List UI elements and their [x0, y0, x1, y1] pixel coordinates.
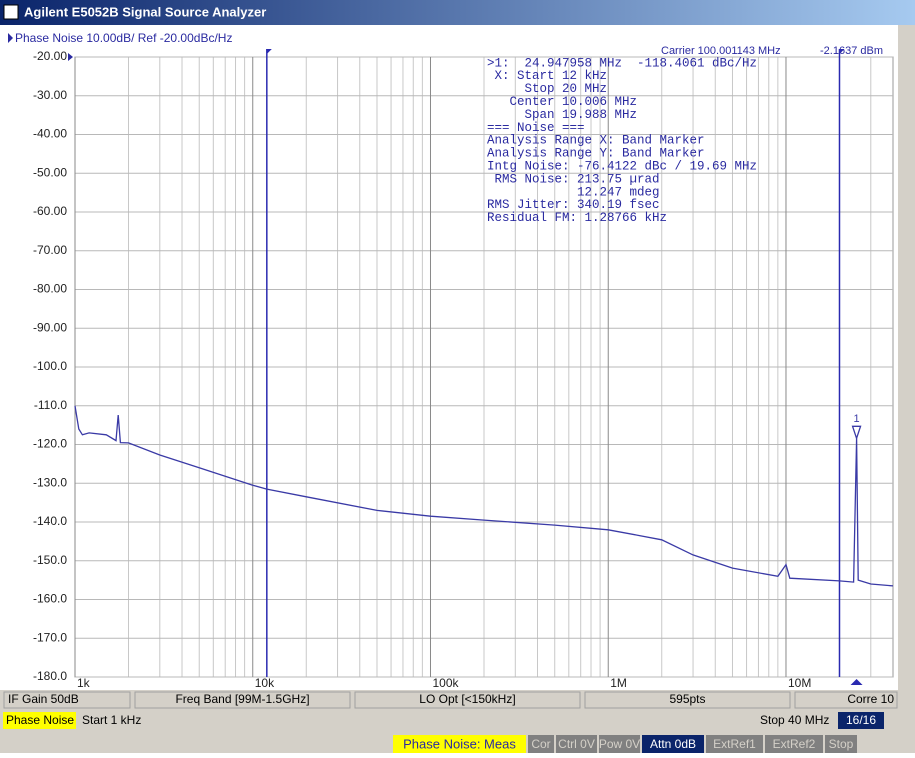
- y-tick-label: -110.0: [34, 398, 67, 412]
- status-cell: [354, 691, 581, 709]
- softkey-label[interactable]: Pow 0V: [599, 737, 640, 751]
- trace-header: Phase Noise 10.00dB/ Ref -20.00dBc/Hz: [15, 31, 232, 45]
- count-label: 16/16: [846, 713, 876, 727]
- side-strip: [898, 25, 915, 690]
- annotation-line: Residual FM: 1.28766 kHz: [487, 211, 667, 225]
- softkey[interactable]: [556, 735, 597, 753]
- marker-position: [850, 679, 863, 685]
- softkey[interactable]: [528, 735, 554, 753]
- annotation-line: RMS Noise: 213.75 µrad: [487, 172, 660, 186]
- softkey-label[interactable]: Cor: [531, 737, 550, 751]
- status-cell: [584, 691, 791, 709]
- x-tick-label: 10k: [255, 676, 275, 690]
- y-tick-label: -180.0: [33, 669, 67, 683]
- y-tick-label: -160.0: [33, 592, 67, 606]
- y-tick-label: -100.0: [33, 359, 67, 373]
- annotation-line: Analysis Range X: Band Marker: [487, 134, 705, 148]
- carrier: Carrier 100.001143 MHz: [661, 45, 781, 57]
- y-tick-label: -140.0: [33, 514, 67, 528]
- y-tick-label: -150.0: [33, 553, 67, 567]
- window-icon: [3, 4, 19, 20]
- status-text: Corre 10: [847, 692, 894, 706]
- y-tick-label: -90.00: [33, 320, 67, 334]
- trace-indicator: [8, 33, 13, 43]
- annotation-line: >1: 24.947958 MHz -118.4061 dBc/Hz: [487, 56, 757, 70]
- x-tick-label: 100k: [432, 676, 459, 690]
- annotation-line: Stop 20 MHz: [487, 82, 607, 96]
- status-cell: [3, 691, 131, 709]
- x-tick-label: 10M: [788, 676, 811, 690]
- softkey[interactable]: [642, 735, 704, 753]
- softkey[interactable]: [393, 735, 526, 753]
- stop-label: Stop 40 MHz: [760, 713, 829, 727]
- x-tick-label: 1k: [77, 676, 91, 690]
- trace: [74, 405, 894, 587]
- softkey-label[interactable]: Stop: [829, 737, 854, 751]
- softkey[interactable]: [825, 735, 857, 753]
- status-row: IF Gain 50dB Freq Band [99M-1.5GHz] LO Opt…: [3, 691, 898, 709]
- status-text: Freq Band [99M-1.5GHz]: [175, 692, 309, 706]
- annotation-line: RMS Jitter: 340.19 fsec: [487, 198, 660, 212]
- softkey-label[interactable]: Attn 0dB: [650, 737, 696, 751]
- y-tick-label: -130.0: [33, 475, 67, 489]
- meas-label: Phase Noise: [6, 713, 74, 727]
- band-marker-flag: [839, 49, 845, 54]
- meas-cell: [3, 712, 76, 729]
- annotation-line: Span 19.988 MHz: [487, 108, 637, 122]
- x-tick-label: 1M: [610, 676, 627, 690]
- status-text: 595pts: [669, 692, 705, 706]
- y-tick-label: -170.0: [33, 630, 67, 644]
- status-text: IF Gain 50dB: [8, 692, 79, 706]
- title-bar: [0, 0, 915, 25]
- y-tick-label: -120.0: [33, 437, 67, 451]
- carrier-power: -2.1637 dBm: [820, 45, 883, 57]
- y-tick-label: -50.00: [33, 165, 67, 179]
- softkey-label[interactable]: Ctrl 0V: [558, 737, 595, 751]
- ref-indicator: [68, 53, 73, 61]
- y-tick-label: -30.00: [33, 88, 67, 102]
- count-cell: [838, 712, 884, 729]
- softkey-label[interactable]: ExtRef1: [713, 737, 756, 751]
- softkey-label[interactable]: Phase Noise: Meas: [403, 736, 516, 751]
- status-cell: [134, 691, 351, 709]
- marker: [851, 425, 862, 441]
- status-text: LO Opt [<150kHz]: [419, 692, 515, 706]
- marker-label: 1: [853, 413, 859, 425]
- annotation-line: 12.247 mdeg: [487, 185, 660, 199]
- annotation-line: Intg Noise: -76.4122 dBc / 19.69 MHz: [487, 159, 757, 173]
- start-label: Start 1 kHz: [82, 713, 141, 727]
- y-tick-label: -60.00: [33, 204, 67, 218]
- annotation-line: X: Start 12 kHz: [487, 69, 607, 83]
- status-cell: [794, 691, 898, 709]
- softkey-label[interactable]: ExtRef2: [773, 737, 816, 751]
- annotation-line: === Noise ===: [487, 121, 585, 135]
- y-tick-label: -20.00: [33, 49, 67, 63]
- y-tick-label: -40.00: [33, 127, 67, 141]
- softkey[interactable]: [765, 735, 823, 753]
- softkey[interactable]: [706, 735, 763, 753]
- plot: -20.00 -30.00 -40.00 -50.00 -60.00 -70.00 -80.…: [33, 49, 894, 690]
- y-tick-label: -80.00: [33, 282, 67, 296]
- annotation-line: Analysis Range Y: Band Marker: [487, 147, 705, 161]
- y-tick-label: -70.00: [33, 243, 67, 257]
- softkey[interactable]: [599, 735, 640, 753]
- softkeys: Phase Noise: Meas Cor Ctrl 0V Pow 0V Attn 0d…: [393, 735, 857, 753]
- window-title: Agilent E5052B Signal Source Analyzer: [24, 4, 266, 19]
- annotation-line: Center 10.006 MHz: [487, 95, 637, 109]
- band-marker-flag: [266, 49, 272, 54]
